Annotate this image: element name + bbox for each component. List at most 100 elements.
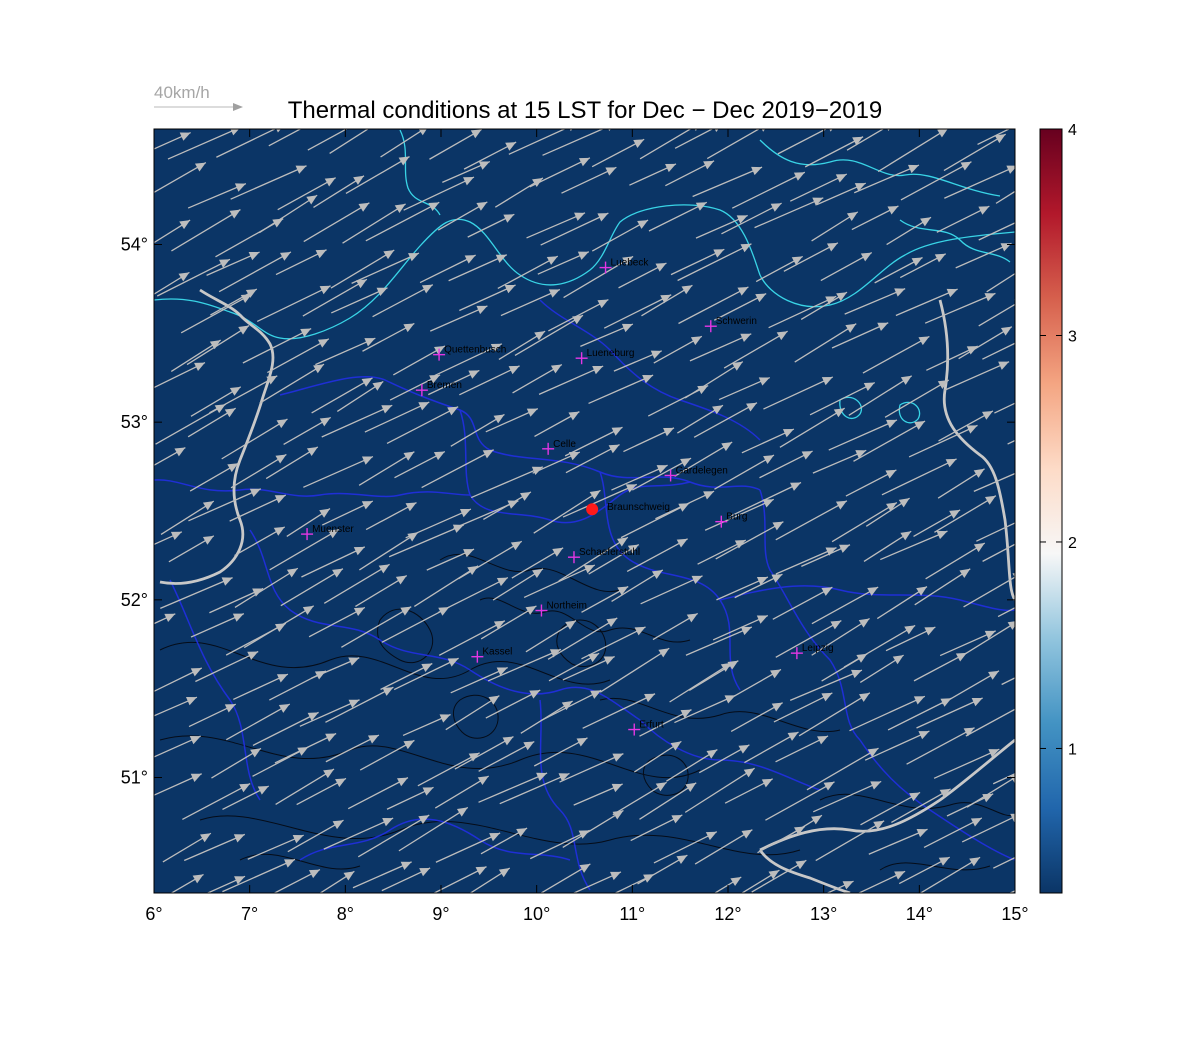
wind-vector xyxy=(216,129,281,158)
wind-vector xyxy=(265,446,319,480)
city-label: Burg xyxy=(726,512,747,523)
wind-vector xyxy=(325,734,380,763)
wind-vector xyxy=(310,657,360,679)
wind-vector xyxy=(442,160,491,183)
wind-vector xyxy=(189,462,239,492)
wind-vector xyxy=(393,657,459,691)
city-markers: Luebeck Schwerin Quettenbusch Lueneburg Brem… xyxy=(301,258,834,736)
wind-vector xyxy=(478,740,535,772)
wind-vector xyxy=(693,402,758,438)
wind-vector xyxy=(804,136,864,168)
wind-vector xyxy=(323,817,394,850)
wind-vector xyxy=(853,420,926,462)
lon-tick-label: 13° xyxy=(810,904,837,924)
lat-tick-label: 51° xyxy=(121,768,148,788)
lon-tick-label: 8° xyxy=(337,904,354,924)
wind-vector xyxy=(548,298,609,332)
wind-vector xyxy=(744,731,799,764)
wind-vector xyxy=(331,287,388,314)
wind-vector xyxy=(438,576,509,613)
wind-vector xyxy=(347,777,409,810)
wind-vector xyxy=(357,814,430,858)
wind-vector xyxy=(450,413,505,447)
wind-vector xyxy=(230,453,287,489)
wind-vector xyxy=(816,182,867,206)
wind-vector xyxy=(768,295,837,329)
wind-vector xyxy=(812,449,867,474)
wind-vector xyxy=(789,669,863,701)
wind-vector xyxy=(190,386,242,417)
wind-vector xyxy=(845,469,897,497)
wind-vector xyxy=(275,249,327,276)
wind-vector xyxy=(500,288,561,317)
wind-vector xyxy=(268,129,302,147)
wind-vector xyxy=(641,284,693,317)
wind-vector xyxy=(154,735,201,758)
lon-tick-label: 15° xyxy=(1001,904,1028,924)
wind-vector xyxy=(386,406,459,444)
wind-vector xyxy=(899,253,947,279)
wind-vector xyxy=(976,522,1015,542)
wind-vector xyxy=(234,526,286,557)
wind-vector xyxy=(1001,677,1015,686)
wind-vector xyxy=(714,454,775,490)
wind-vector xyxy=(154,446,186,467)
terrain-contours xyxy=(159,553,1015,871)
wind-vector xyxy=(603,294,672,329)
wind-vector xyxy=(698,744,750,774)
wind-vector xyxy=(154,667,203,693)
wind-vector xyxy=(938,410,994,442)
wind-vector xyxy=(992,856,1015,869)
wind-vector xyxy=(222,785,270,811)
lat-tick-label: 54° xyxy=(121,234,148,254)
wind-vector xyxy=(874,256,923,284)
wind-vector xyxy=(591,219,649,252)
wind-vector xyxy=(182,782,251,821)
wind-vector xyxy=(156,258,231,297)
wind-vector xyxy=(775,500,848,541)
wind-vector xyxy=(323,563,390,604)
wind-vector xyxy=(532,451,581,474)
wind-vector xyxy=(713,876,742,893)
wind-vector xyxy=(613,350,662,372)
wind-vector xyxy=(533,489,601,534)
wind-vector xyxy=(398,806,469,852)
city-marker: Luebeck xyxy=(599,258,649,274)
wind-vector xyxy=(463,141,517,170)
wind-vector xyxy=(307,129,348,151)
wind-vector xyxy=(811,617,870,656)
wind-vector xyxy=(652,612,699,641)
wind-vector xyxy=(939,630,996,657)
wind-vector xyxy=(438,620,506,656)
wind-vector xyxy=(655,490,715,520)
wind-vector xyxy=(916,697,983,729)
wind-vector xyxy=(924,292,996,324)
wind-vector xyxy=(692,166,763,198)
wind-vector xyxy=(581,585,629,613)
wind-vector xyxy=(389,374,441,401)
wind-vector xyxy=(741,428,795,454)
wind-vector xyxy=(160,500,215,535)
wind-vector xyxy=(311,377,373,414)
wind-vector xyxy=(859,654,904,684)
city-marker: Northeim xyxy=(535,600,587,617)
wind-vector xyxy=(321,500,374,526)
wind-vector xyxy=(434,343,503,377)
wind-vector xyxy=(618,262,667,289)
map-frame xyxy=(153,128,1016,894)
wind-vector xyxy=(345,155,410,195)
wind-vector xyxy=(815,820,885,862)
wind-vector xyxy=(388,524,465,558)
wind-vector xyxy=(302,278,368,317)
wind-vector xyxy=(933,748,1000,779)
wind-vector xyxy=(740,869,780,893)
wind-vector xyxy=(458,540,523,580)
city-label: Schwerin xyxy=(716,316,757,327)
country-borders xyxy=(159,288,1015,893)
wind-vector xyxy=(498,330,546,361)
wind-vector xyxy=(467,213,515,238)
wind-vector xyxy=(648,201,708,232)
wind-vectors xyxy=(154,129,1015,893)
wind-vector xyxy=(287,819,344,853)
wind-vector xyxy=(427,369,480,396)
